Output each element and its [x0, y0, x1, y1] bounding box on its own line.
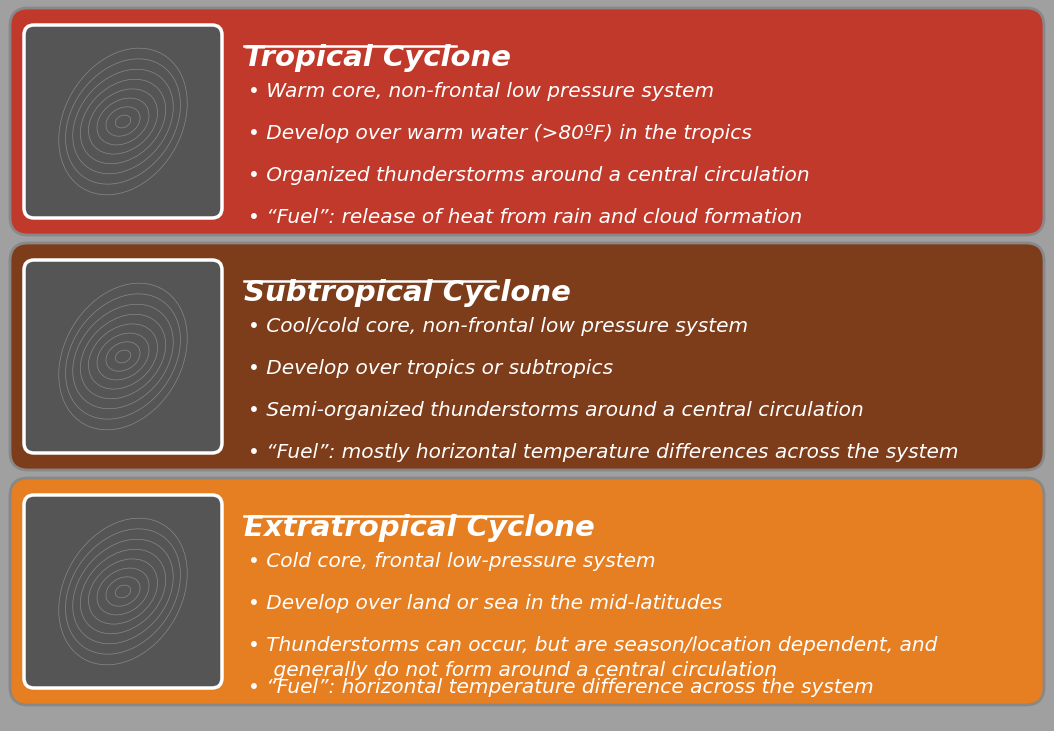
Text: • Cool/cold core, non-frontal low pressure system: • Cool/cold core, non-frontal low pressu… — [248, 317, 748, 336]
FancyBboxPatch shape — [24, 260, 222, 453]
Text: • Warm core, non-frontal low pressure system: • Warm core, non-frontal low pressure sy… — [248, 82, 715, 101]
Text: • Cold core, frontal low-pressure system: • Cold core, frontal low-pressure system — [248, 552, 656, 571]
Text: Extratropical Cyclone: Extratropical Cyclone — [243, 514, 594, 542]
Text: • Develop over land or sea in the mid-latitudes: • Develop over land or sea in the mid-la… — [248, 594, 722, 613]
Text: Tropical Cyclone: Tropical Cyclone — [243, 44, 511, 72]
Text: • “Fuel”: release of heat from rain and cloud formation: • “Fuel”: release of heat from rain and … — [248, 208, 802, 227]
Text: • “Fuel”: mostly horizontal temperature differences across the system: • “Fuel”: mostly horizontal temperature … — [248, 443, 958, 462]
FancyBboxPatch shape — [24, 25, 222, 218]
Text: • “Fuel”: horizontal temperature difference across the system: • “Fuel”: horizontal temperature differe… — [248, 678, 874, 697]
Text: • Semi-organized thunderstorms around a central circulation: • Semi-organized thunderstorms around a … — [248, 401, 863, 420]
Text: • Thunderstorms can occur, but are season/location dependent, and
    generally : • Thunderstorms can occur, but are seaso… — [248, 636, 937, 680]
Text: • Develop over warm water (>80ºF) in the tropics: • Develop over warm water (>80ºF) in the… — [248, 124, 752, 143]
Text: • Develop over tropics or subtropics: • Develop over tropics or subtropics — [248, 359, 613, 378]
FancyBboxPatch shape — [9, 243, 1045, 470]
Text: • Organized thunderstorms around a central circulation: • Organized thunderstorms around a centr… — [248, 166, 809, 185]
Text: Subtropical Cyclone: Subtropical Cyclone — [243, 279, 571, 307]
FancyBboxPatch shape — [9, 8, 1045, 235]
FancyBboxPatch shape — [24, 495, 222, 688]
FancyBboxPatch shape — [9, 478, 1045, 705]
